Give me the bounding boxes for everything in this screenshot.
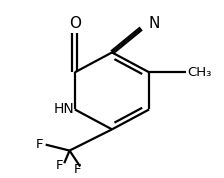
Text: F: F <box>36 138 43 151</box>
Text: F: F <box>56 159 64 172</box>
Text: CH₃: CH₃ <box>187 66 211 79</box>
Text: F: F <box>74 163 82 176</box>
Text: N: N <box>149 16 160 31</box>
Text: HN: HN <box>54 103 74 116</box>
Text: O: O <box>69 16 81 31</box>
